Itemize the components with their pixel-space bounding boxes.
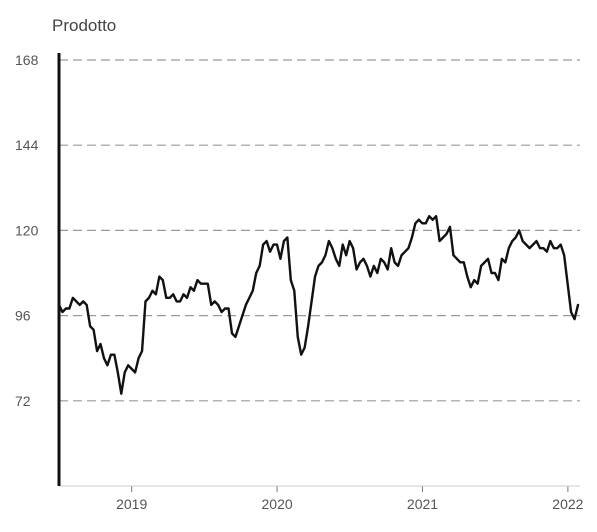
y-tick-label: 96 (15, 308, 31, 324)
y-tick-label: 120 (15, 222, 39, 238)
x-tick-label: 2020 (262, 496, 293, 512)
x-tick-label: 2021 (407, 496, 438, 512)
x-tick-label: 2019 (116, 496, 147, 512)
chart-title: Prodotto (52, 16, 116, 35)
y-tick-label: 144 (15, 137, 39, 153)
y-tick-labels: 168 144 120 96 72 (15, 52, 39, 409)
series-line (57, 215, 580, 395)
gridlines (59, 59, 580, 402)
y-tick-label: 168 (15, 52, 39, 68)
y-tick-label: 72 (15, 393, 31, 409)
x-tick-labels: 2019 2020 2021 2022 (116, 486, 584, 512)
x-tick-label: 2022 (552, 496, 583, 512)
